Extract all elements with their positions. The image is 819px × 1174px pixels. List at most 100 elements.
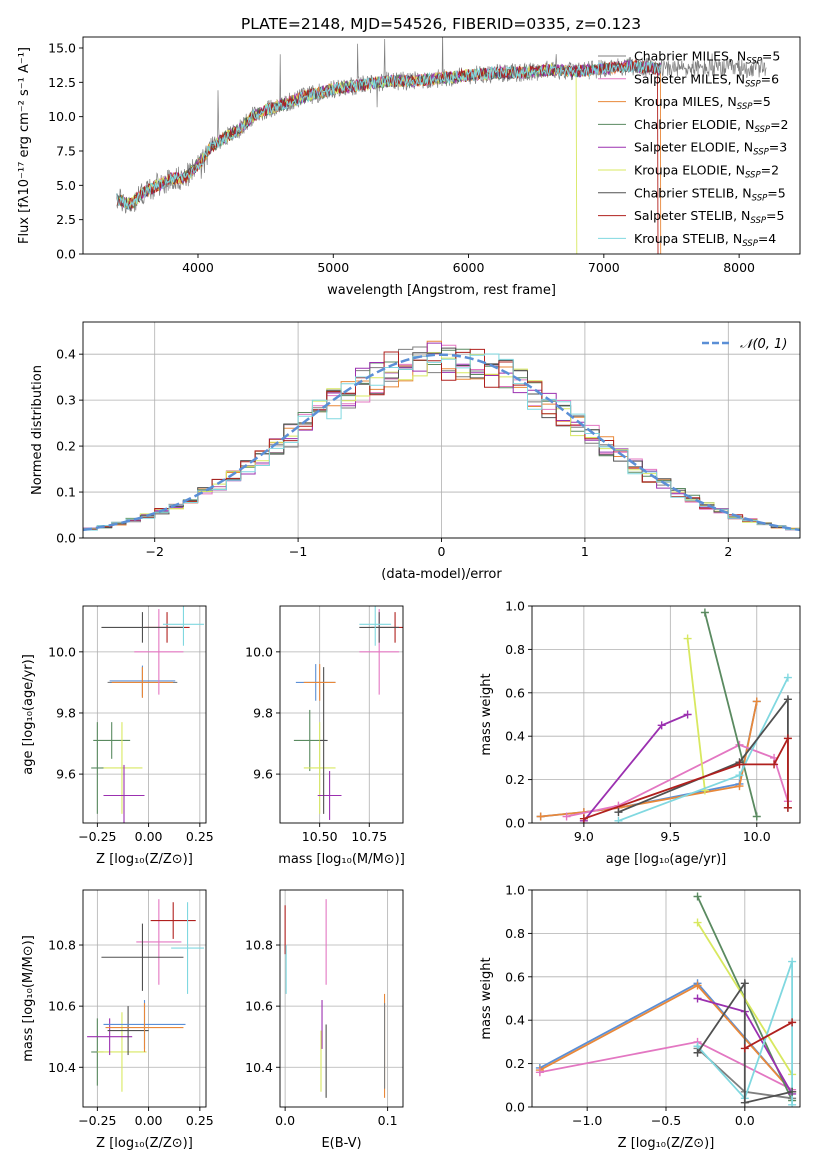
x-axis-label: age [log₁₀(age/yr)] [606,852,727,867]
weight-marker [693,918,702,927]
weight-marker [752,812,761,821]
weight-marker [683,710,692,719]
y-tick-label: 10.0 [48,109,76,124]
y-tick-label: 10.8 [48,938,76,953]
errorbar-point-6 [303,664,336,701]
legend-text-part: =5 [762,49,780,64]
weight-marker [788,957,797,966]
axes-frame [82,889,207,1108]
errorbar-point-8 [150,902,196,939]
spectrum-model-line-9 [116,60,661,210]
errorbar-point-3 [87,1018,133,1056]
y-tick-label: 0.2 [505,1056,525,1071]
chart-mass_vs_EBV: 0.0 0.1 10.4 10.6 10.8 E(B-V) [245,889,404,1151]
y-tick-label: 1.0 [505,883,525,898]
x-tick-label: −0.25 [78,1113,116,1128]
legend-text-part: SSP [750,216,766,226]
legend-text-part: SSP [737,102,753,112]
errorbar-point-3 [103,764,145,823]
errorbar-point-7 [111,667,174,698]
legend-text-part: Chabrier ELODIE, N [634,117,754,132]
x-axis-label: Z [log₁₀(Z/Z⊙)] [96,852,193,867]
errorbar-point-2 [303,722,336,814]
legend-text-part: =4 [758,231,776,246]
y-tick-label: 9.8 [56,705,76,720]
legend-text-part: SSP [754,125,770,135]
y-tick-label: 0.8 [505,926,525,941]
y-tick-label: 12.5 [48,75,76,90]
x-tick-label: 7000 [588,260,620,275]
x-axis-label: Z [log₁₀(Z/Z⊙)] [96,1136,193,1151]
y-tick-label: 10.6 [245,999,273,1014]
weight-marker [740,979,749,988]
legend-text-part: Salpeter MILES, N [634,71,745,86]
plot-area-mass_vs_EBV [284,899,386,1098]
x-axis-label: (data-model)/error [381,567,502,582]
y-tick-label: 10.0 [48,644,76,659]
y-tick-label: 1.0 [505,599,525,614]
legend-entry: Chabrier STELIB, NSSP=5 [634,185,786,203]
axes-frame [531,605,801,824]
axes-frame [279,605,404,824]
errorbar-point-2 [97,1012,147,1092]
weight-line-5 [686,638,706,791]
y-tick-label: 10.4 [245,1060,273,1075]
legend-entry: Salpeter ELODIE, NSSP=3 [634,140,787,158]
x-tick-label: 2 [724,544,732,559]
legend-text-part: Chabrier MILES, N [634,49,746,64]
x-tick-label: 5000 [317,260,349,275]
spectrum-model-line-6 [116,62,578,254]
plot-area-age_vs_mass [293,606,403,820]
x-tick-label: 0.25 [186,1113,214,1128]
y-tick-label: 0.6 [505,685,525,700]
legend-text-part: Kroupa MILES, N [634,94,737,109]
histogram-step-9 [83,353,800,538]
weight-line-7 [618,677,789,822]
legend-entry: Chabrier ELODIE, NSSP=2 [634,117,789,135]
weight-marker [740,1044,749,1053]
x-axis-label: E(B-V) [321,1136,361,1151]
weight-marker [752,697,761,706]
x-tick-label: 0.0 [275,1113,295,1128]
weight-marker [693,994,702,1003]
x-axis-label: mass [log₁₀(M/M⊙)] [278,852,405,867]
legend-text-part: Chabrier STELIB, N [634,185,752,200]
y-axis-label: mass [log₁₀(M/M⊙)] [21,935,36,1062]
x-tick-label: −1 [289,544,307,559]
weight-marker [788,1018,797,1027]
errorbar-point-11 [162,606,204,646]
y-tick-label: 9.6 [56,767,76,782]
weight-marker [700,608,709,617]
plot-area-age_vs_Z [91,606,204,823]
errorbar-point-1 [93,722,131,759]
x-tick-label: 0.00 [135,829,163,844]
y-tick-label: 0.8 [505,642,525,657]
y-tick-label: 0.0 [56,531,76,546]
weight-marker [735,771,744,780]
weight-marker [693,1048,702,1057]
x-tick-label: 0 [438,544,446,559]
weight-marker [783,803,792,812]
errorbar-point-4 [91,722,104,814]
legend-text-part: SSP [753,148,769,158]
weight-line-9 [696,980,793,1104]
legend-text-part: =5 [767,185,785,200]
y-axis-label: Flux [fλ10⁻¹⁷ erg cm⁻² s⁻¹ A⁻¹] [17,47,32,244]
y-axis-label: mass weight [479,957,494,1039]
y-tick-label: 0.2 [505,772,525,787]
weight-marker [783,673,792,682]
legend-text-part: =6 [761,71,779,86]
weight-marker [614,816,623,823]
x-tick-label: 0.00 [135,1113,163,1128]
x-tick-label: 10.50 [302,829,338,844]
y-tick-label: 0.1 [56,485,76,500]
weight-marker [657,721,666,730]
legend-entry: Salpeter MILES, NSSP=6 [634,71,779,89]
chart-weight_vs_age: 9.0 9.5 10.0 0.0 0.2 0.4 0.6 0.8 1.0 age [log₁₀(a… [479,599,801,867]
weight-line-8 [618,696,789,813]
x-tick-label: 8000 [723,260,755,275]
figure-title: PLATE=2148, MJD=54526, FIBERID=0335, z=0… [241,15,641,33]
axes-frame [82,605,207,824]
